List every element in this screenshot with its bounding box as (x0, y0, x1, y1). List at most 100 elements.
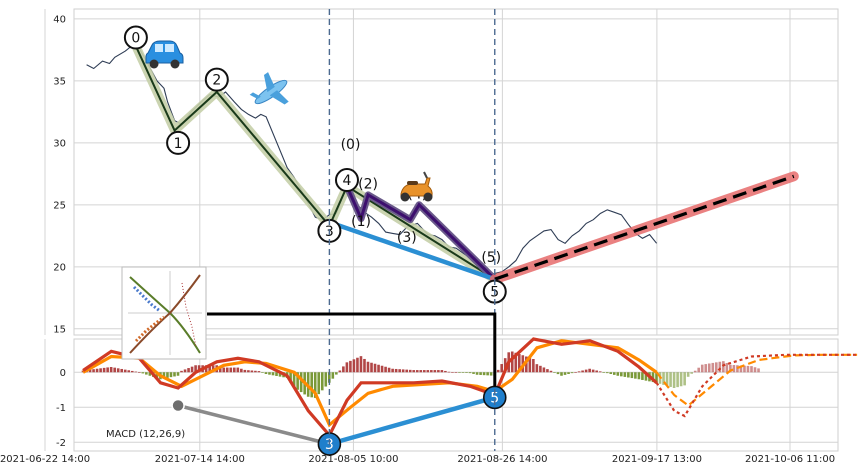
histogram-bar (377, 364, 380, 373)
histogram-bar (651, 372, 655, 383)
histogram-bar (225, 367, 229, 373)
histogram-bar (704, 364, 708, 373)
wave-label: 0 (131, 31, 140, 47)
histogram-bar (275, 372, 278, 376)
histogram-bar (327, 372, 331, 383)
histogram-bar (440, 370, 444, 373)
histogram-bar (155, 372, 159, 379)
histogram-bar (380, 365, 384, 373)
scooter-seat (407, 181, 418, 185)
thumbnail-chart-icon (121, 266, 207, 360)
histogram-bar (415, 370, 419, 373)
histogram-bar (560, 372, 563, 376)
histogram-bar (753, 367, 757, 373)
histogram-bar (106, 367, 109, 373)
histogram-bar (250, 370, 254, 373)
x-tick-label: 2021-08-05 10:00 (308, 454, 398, 465)
histogram-bar (422, 370, 426, 373)
histogram-bar (746, 365, 750, 373)
histogram-bar (711, 362, 715, 373)
wave-label: 4 (343, 173, 352, 189)
histogram-bar (324, 372, 328, 387)
histogram-bar (577, 371, 581, 373)
diagonal-line (328, 220, 496, 282)
histogram-bar (187, 368, 190, 373)
histogram-bar (718, 361, 722, 373)
histogram-bar (134, 371, 138, 373)
histogram-bar (574, 372, 577, 373)
histogram-bar (595, 370, 598, 373)
histogram-bar (391, 368, 394, 373)
macd-marker-label: 5 (490, 390, 499, 406)
histogram-bar (370, 362, 373, 373)
histogram-bar (672, 372, 676, 388)
histogram-bar (461, 372, 465, 373)
histogram-bar (138, 372, 141, 373)
histogram-bar (437, 370, 440, 373)
histogram-bar (261, 372, 264, 373)
histogram-bar (475, 372, 479, 375)
price-frame (73, 8, 839, 336)
histogram-bar (116, 368, 120, 373)
histogram-bar (264, 372, 268, 374)
zigzag-line (134, 45, 496, 281)
histogram-bar (408, 369, 412, 373)
histogram-bar (433, 370, 437, 373)
histogram-bar (257, 371, 261, 373)
histogram-bar (549, 370, 553, 373)
histogram-bar (384, 366, 387, 373)
histogram-bar (620, 372, 623, 377)
histogram-bar (401, 369, 405, 373)
histogram-bar (123, 369, 127, 373)
histogram-bar (394, 368, 398, 373)
price-y-tick-label: 30 (53, 138, 66, 149)
sub-wave-label: (3) (397, 230, 417, 246)
histogram-bar (665, 372, 669, 386)
histogram-bar (655, 372, 658, 383)
histogram-bar (352, 359, 356, 373)
histogram-bar (739, 365, 743, 373)
histogram-bar (338, 370, 342, 373)
histogram-bar (271, 372, 275, 376)
histogram-bar (546, 369, 549, 373)
wave-label-circle (204, 67, 229, 92)
scooter-wheel (423, 192, 433, 202)
thumbnail-connector (207, 312, 497, 387)
histogram-bar (398, 369, 401, 373)
marker-connector-blue (328, 395, 496, 447)
scooter-body (400, 177, 433, 197)
histogram-bar (412, 370, 416, 373)
histogram-bar (320, 372, 324, 391)
histogram-bar (102, 367, 106, 373)
x-tick-label: 2021-07-14 14:00 (155, 454, 245, 465)
histogram-bar (630, 372, 634, 379)
histogram-bar (176, 372, 180, 376)
histogram-bar (683, 372, 686, 386)
histogram-bar (243, 369, 247, 373)
scooter-handle (423, 171, 428, 179)
histogram-bar (641, 372, 644, 380)
histogram-bar (581, 370, 584, 373)
histogram-bar (331, 372, 335, 379)
histogram-bar (563, 372, 567, 375)
histogram-bar (197, 365, 201, 373)
car-window (165, 44, 174, 52)
histogram-bar (669, 372, 672, 387)
histogram-bar (148, 372, 152, 376)
histogram-bar (500, 364, 503, 373)
macd-line (82, 337, 658, 439)
price-y-tick-label: 15 (53, 324, 66, 335)
thumbnail-curve (129, 274, 201, 354)
histogram-bar (447, 371, 451, 373)
histogram-bar (145, 372, 148, 375)
histogram-bar (591, 369, 595, 373)
histogram-bar (190, 366, 194, 373)
histogram-bar (634, 372, 637, 379)
histogram-bar (690, 372, 693, 374)
macd-label: MACD (12,26,9) (106, 429, 185, 440)
histogram-bar (141, 372, 145, 374)
histogram-bar (479, 372, 482, 375)
airplane-wing (269, 90, 289, 105)
histogram-bar (486, 372, 489, 376)
histogram-bar (602, 372, 606, 373)
